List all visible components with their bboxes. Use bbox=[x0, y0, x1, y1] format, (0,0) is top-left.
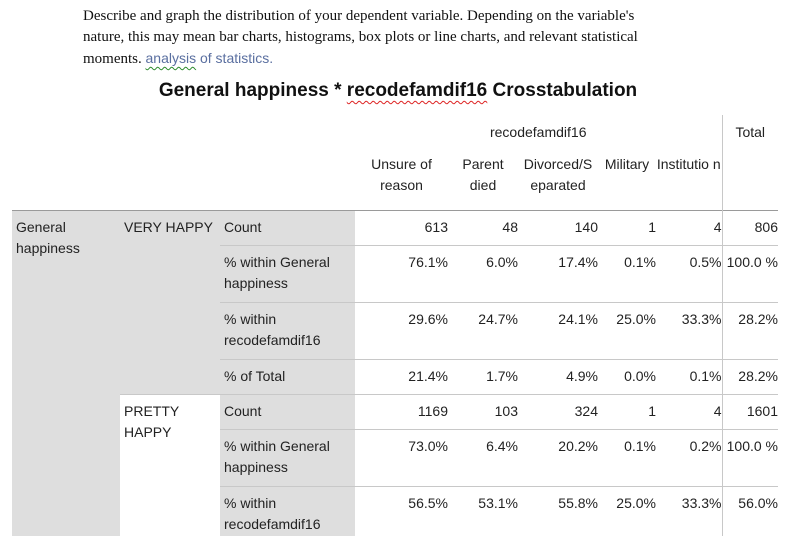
cell: 103 bbox=[494, 402, 518, 419]
title-part-3: Crosstabulation bbox=[487, 80, 638, 101]
stat-label: % within General happiness bbox=[220, 429, 355, 486]
cell: 1 bbox=[648, 402, 656, 419]
crosstab-title: General happiness * recodefamdif16 Cross… bbox=[0, 80, 796, 102]
cell: 1 bbox=[648, 218, 656, 235]
instructions-line-3: moments. analysis of statistics. bbox=[83, 48, 703, 70]
cell: 6.0% bbox=[486, 253, 518, 270]
cell: 4 bbox=[656, 210, 723, 245]
cell: 4 bbox=[656, 394, 723, 429]
table-row: % within General happiness 76.1% 6.0% 17… bbox=[12, 245, 778, 302]
cell: 0.1% bbox=[656, 359, 723, 394]
stat-label: Count bbox=[220, 394, 355, 429]
cell: 55.8% bbox=[558, 494, 598, 511]
cell: 0.1% bbox=[624, 437, 656, 454]
cell: 613 bbox=[424, 218, 448, 235]
stat-label: % within recodefamdif16 bbox=[220, 302, 355, 359]
instructions-line-1: Describe and graph the distribution of y… bbox=[83, 8, 635, 24]
cell: 53.1% bbox=[478, 494, 518, 511]
table-row: PRETTY HAPPY Count 1169 103 324 1 4 1601 bbox=[12, 394, 778, 536]
assignment-instructions: Describe and graph the distribution of y… bbox=[83, 6, 703, 70]
stat-label: % within General happiness bbox=[220, 245, 355, 302]
cell: 1.7% bbox=[486, 367, 518, 384]
total-cell: 100.0 % bbox=[726, 253, 778, 270]
table-row: % within General happiness 73.0% 6.4% 20… bbox=[12, 429, 778, 486]
instructions-line-3-end: of statistics. bbox=[196, 50, 274, 66]
header-row-1: recodefamdif16 Total bbox=[12, 115, 778, 148]
total-header: Total bbox=[735, 124, 766, 140]
cell: 0.1% bbox=[624, 253, 656, 270]
stat-label: % within recodefamdif16 bbox=[220, 486, 355, 536]
crosstab-table: recodefamdif16 Total Unsure of reason Pa… bbox=[12, 115, 778, 536]
col-header-military: Military bbox=[604, 156, 650, 172]
cell: 48 bbox=[502, 218, 518, 235]
group-label-pretty-happy: PRETTY HAPPY bbox=[120, 394, 220, 536]
col-header-parent-died: Parent died bbox=[462, 156, 504, 193]
cell: 25.0% bbox=[616, 310, 656, 327]
row-var-label: General happiness bbox=[12, 210, 120, 536]
cell: 0.5% bbox=[656, 245, 723, 302]
cell: 21.4% bbox=[408, 367, 448, 384]
cell: 0.0% bbox=[624, 367, 656, 384]
cell: 0.2% bbox=[656, 429, 723, 486]
total-cell: 806 bbox=[754, 218, 778, 235]
stat-label: % of Total bbox=[220, 359, 355, 394]
stat-label: Count bbox=[220, 210, 355, 245]
spellcheck-word: analysis bbox=[145, 50, 197, 66]
cell: 73.0% bbox=[408, 437, 448, 454]
cell: 324 bbox=[574, 402, 598, 419]
cell: 33.3% bbox=[656, 302, 723, 359]
instructions-line-3-start: moments. bbox=[83, 51, 142, 67]
header-row-2: Unsure of reason Parent died Divorced/S … bbox=[12, 148, 778, 210]
table-row: General happiness VERY HAPPY Count 613 4… bbox=[12, 210, 778, 536]
cell: 29.6% bbox=[408, 310, 448, 327]
table-row: % within recodefamdif16 56.5% 53.1% 55.8… bbox=[12, 486, 778, 536]
table-row: % within recodefamdif16 29.6% 24.7% 24.1… bbox=[12, 302, 778, 359]
group-label-very-happy: VERY HAPPY bbox=[120, 210, 220, 394]
total-cell: 56.0% bbox=[738, 494, 778, 511]
cell: 33.3% bbox=[656, 486, 723, 536]
title-part-1: General happiness * bbox=[158, 80, 347, 101]
cell: 25.0% bbox=[616, 494, 656, 511]
table-row: % of Total 21.4% 1.7% 4.9% 0.0% 0.1% 28.… bbox=[12, 359, 778, 394]
cell: 24.7% bbox=[478, 310, 518, 327]
cell: 140 bbox=[574, 218, 598, 235]
cell: 4.9% bbox=[566, 367, 598, 384]
cell: 6.4% bbox=[486, 437, 518, 454]
col-header-divorced: Divorced/S eparated bbox=[523, 156, 593, 193]
cell: 76.1% bbox=[408, 253, 448, 270]
total-cell: 28.2% bbox=[738, 310, 778, 327]
cell: 20.2% bbox=[558, 437, 598, 454]
cell: 1169 bbox=[417, 402, 448, 419]
cell: 56.5% bbox=[408, 494, 448, 511]
total-cell: 100.0 % bbox=[726, 437, 778, 454]
total-cell: 1601 bbox=[746, 402, 778, 419]
col-header-unsure: Unsure of reason bbox=[371, 156, 432, 193]
title-part-2: recodefamdif16 bbox=[346, 80, 488, 101]
col-group-header: recodefamdif16 bbox=[355, 115, 723, 148]
col-header-institution: Institutio n bbox=[656, 148, 723, 210]
cell: 24.1% bbox=[558, 310, 598, 327]
instructions-line-2: nature, this may mean bar charts, histog… bbox=[83, 29, 638, 45]
cell: 17.4% bbox=[558, 253, 598, 270]
total-cell: 28.2% bbox=[738, 367, 778, 384]
